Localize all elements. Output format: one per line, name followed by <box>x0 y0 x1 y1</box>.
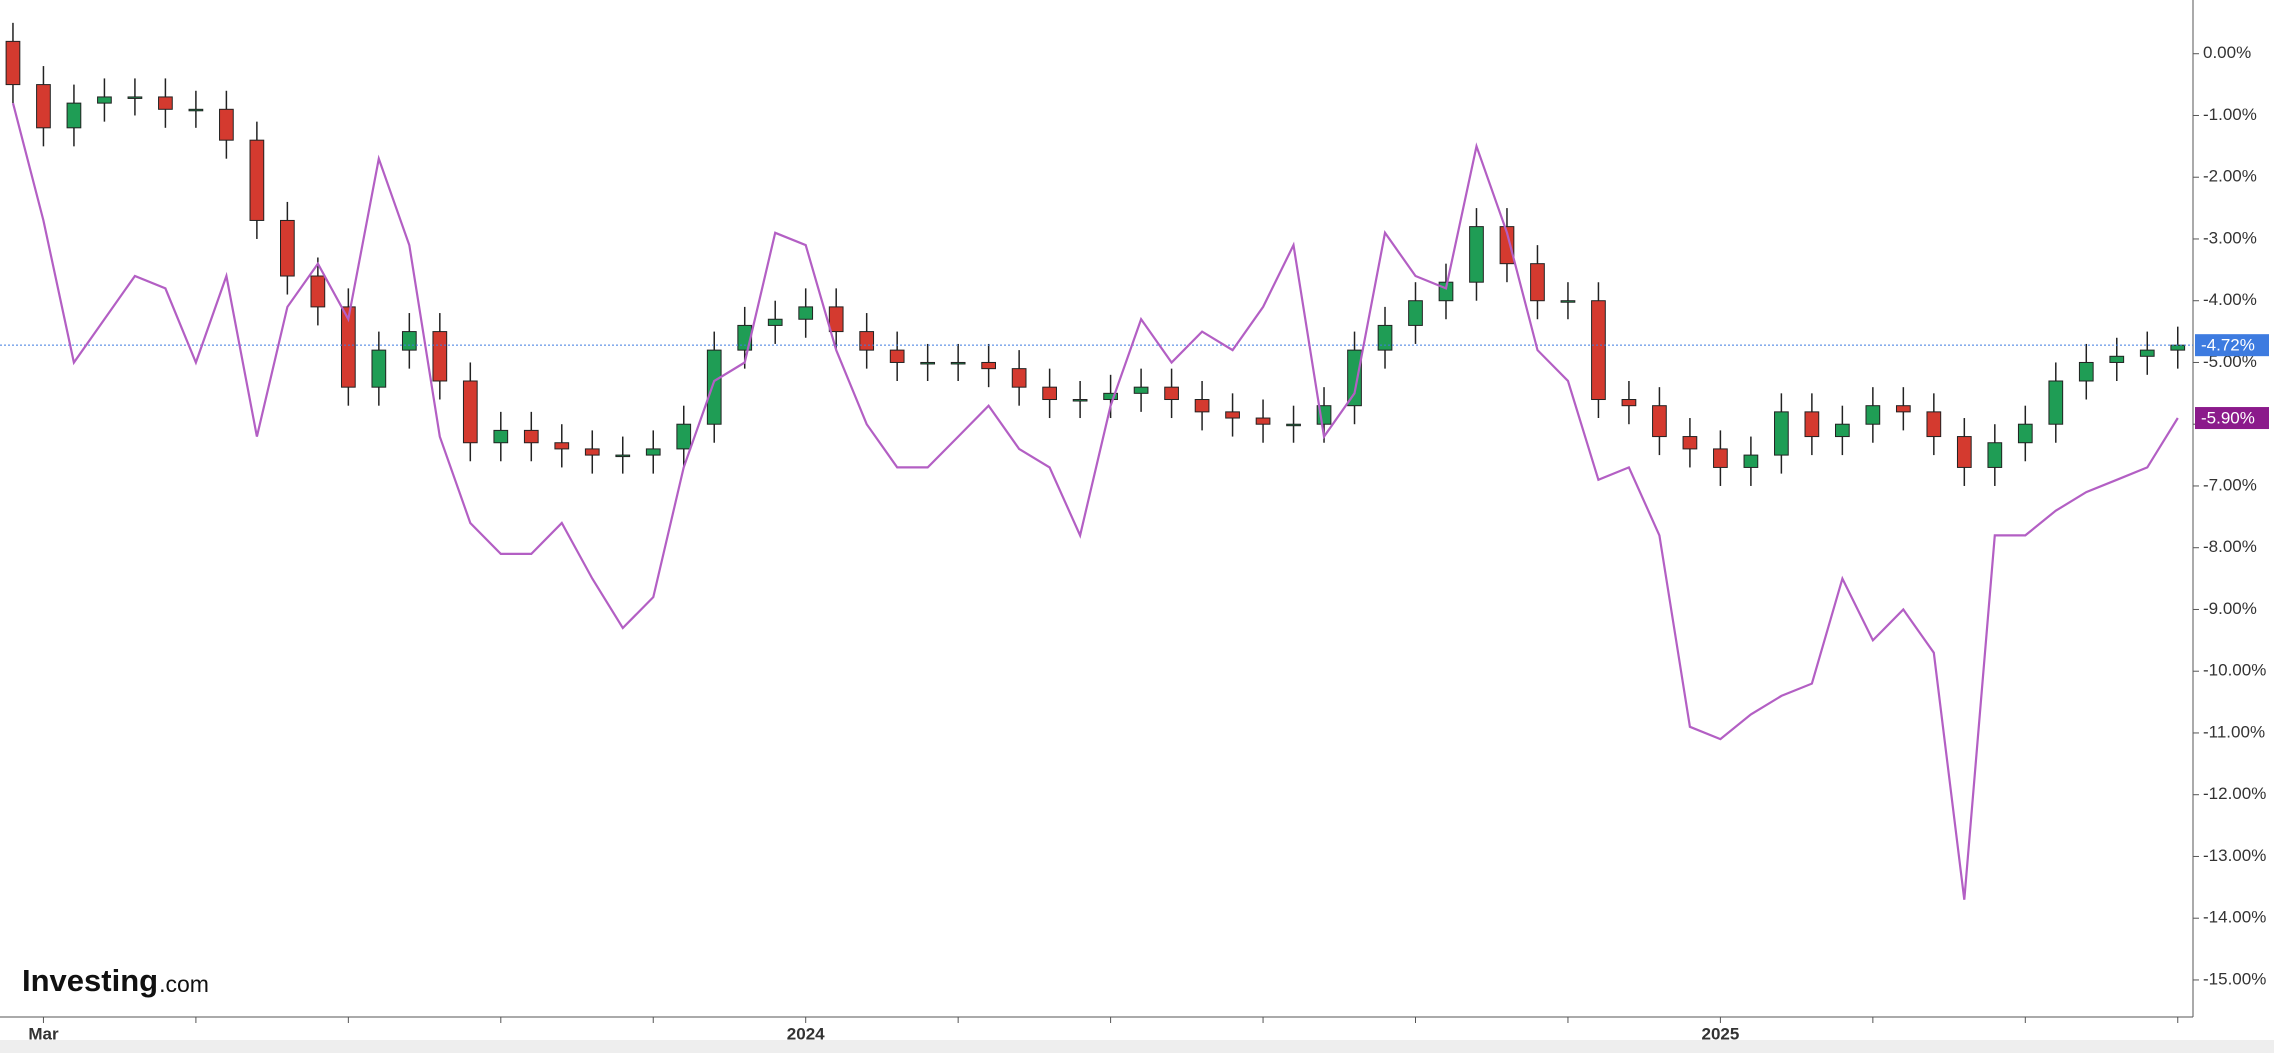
candle-body <box>920 361 936 365</box>
candle-body <box>462 380 478 444</box>
y-tick-label: -1.00% <box>2203 105 2257 124</box>
candle-body <box>219 108 234 141</box>
candle-body <box>2170 344 2186 351</box>
candle-body <box>1286 423 1301 427</box>
candle-body <box>1011 368 1027 388</box>
candle-body <box>1835 423 1850 438</box>
candle-body <box>1926 411 1942 438</box>
candle-body <box>280 219 295 277</box>
y-tick-label: -13.00% <box>2203 846 2266 865</box>
candle-body <box>2139 349 2155 357</box>
candle-body <box>1865 405 1881 425</box>
candle-body <box>767 318 783 326</box>
y-tick-label: -2.00% <box>2203 167 2257 186</box>
y-tick-label: 0.00% <box>2203 43 2251 62</box>
candle-body <box>493 429 509 444</box>
last-value-badge <box>2195 334 2269 357</box>
candle-body <box>645 448 661 456</box>
y-tick-label: -15.00% <box>2203 969 2266 988</box>
candle-body <box>401 331 417 351</box>
y-tick-label: -11.00% <box>2203 722 2265 741</box>
brand: Investing <box>22 963 158 998</box>
brand-suffix: .com <box>159 971 209 997</box>
candle-body <box>1895 405 1911 413</box>
x-tick-label: 2025 <box>1701 1024 1739 1043</box>
candle-body <box>158 96 173 110</box>
candle-body <box>249 139 265 221</box>
candle-body <box>981 361 997 370</box>
candle-body <box>2109 355 2125 363</box>
candle-body <box>1347 349 1362 407</box>
candle-body <box>1591 300 1606 401</box>
candle-body <box>1133 386 1149 394</box>
candle-body <box>1987 442 2003 468</box>
candle-body <box>432 331 448 382</box>
y-tick-label: -14.00% <box>2203 908 2266 927</box>
y-tick-label: -3.00% <box>2203 228 2257 247</box>
y-tick-label: -5.00% <box>2203 352 2257 371</box>
candle-body <box>2078 361 2094 382</box>
candle-body <box>371 349 387 388</box>
y-tick-label: -10.00% <box>2203 661 2266 680</box>
x-tick-label: 2024 <box>787 1024 825 1043</box>
candle-body <box>523 429 539 444</box>
last-value-label: -4.72% <box>2201 336 2255 355</box>
last-value-label: -5.90% <box>2201 409 2255 428</box>
candle-body <box>36 84 51 129</box>
candle-body <box>1408 300 1423 326</box>
candle-body <box>1530 263 1545 302</box>
candle-body <box>1956 436 1972 468</box>
candle-body <box>859 331 875 351</box>
candle-body <box>1377 324 1393 351</box>
candle-body <box>1804 411 1820 438</box>
candle-body <box>676 423 692 450</box>
candle-body <box>2017 423 2033 444</box>
candle-body <box>1682 436 1698 450</box>
candle-body <box>1103 392 1118 401</box>
candle-body <box>1713 448 1728 468</box>
candle-body <box>1469 226 1484 283</box>
candle-body <box>554 442 570 450</box>
candle-body <box>127 96 143 99</box>
bottom-strip <box>0 1040 2274 1053</box>
candle-body <box>615 454 631 458</box>
candle-body <box>5 40 21 86</box>
candle-body <box>1743 454 1759 468</box>
candle-body <box>2048 380 2064 425</box>
y-tick-label: -4.00% <box>2203 290 2257 309</box>
candle-body <box>1042 386 1057 401</box>
candle-body <box>1072 399 1088 402</box>
candle-body <box>1621 399 1637 407</box>
x-tick-label: Mar <box>28 1024 59 1043</box>
candle-body <box>1774 411 1789 456</box>
candle-body <box>97 96 112 104</box>
candle-body <box>310 275 326 308</box>
candle-body <box>798 306 814 320</box>
candle-body <box>1499 226 1515 265</box>
candle-body <box>1164 386 1179 401</box>
candle-body <box>1255 417 1271 425</box>
candle-body <box>1225 411 1240 419</box>
candle-body <box>828 306 844 333</box>
candle-body <box>340 306 356 388</box>
line-series <box>11 102 2179 900</box>
candle-body <box>889 349 905 363</box>
candle-body <box>1560 300 1576 303</box>
y-tick-label: -7.00% <box>2203 475 2257 494</box>
y-tick-label: -9.00% <box>2203 599 2257 618</box>
last-value-badge <box>2195 407 2269 430</box>
candle-body <box>706 349 722 425</box>
y-tick-label: -8.00% <box>2203 537 2257 556</box>
y-tick-label: -12.00% <box>2203 784 2266 803</box>
candle-body <box>188 108 204 112</box>
candle-body <box>584 448 600 456</box>
candle-body <box>1194 399 1210 413</box>
candle-body <box>1652 405 1667 438</box>
candle-body <box>66 102 82 129</box>
candle-body <box>950 361 966 365</box>
